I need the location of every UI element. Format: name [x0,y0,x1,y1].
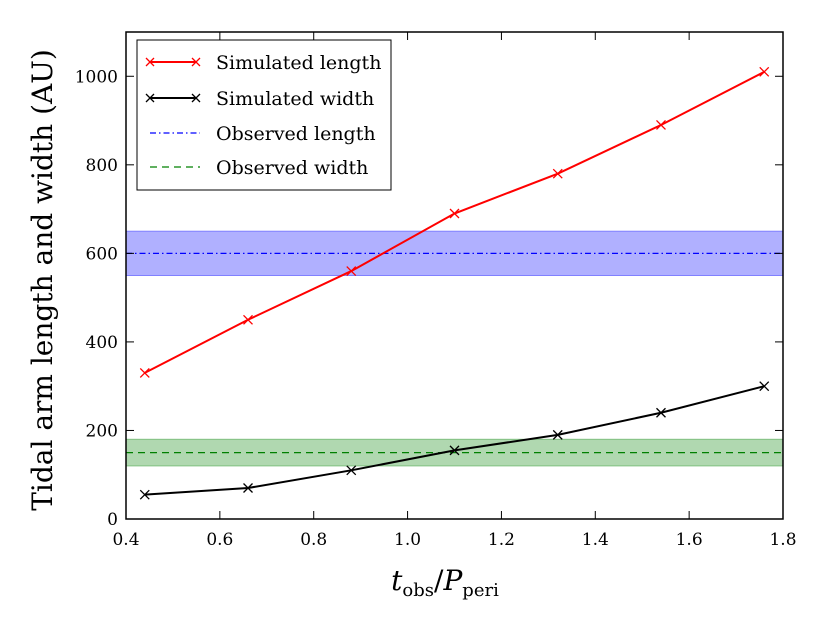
data-point [243,483,253,493]
x-tick-label: 0.8 [300,530,327,550]
x-axis-title-p: P [442,564,463,597]
x-tick-label: 1.8 [769,530,796,550]
data-point [656,120,666,130]
data-point [656,407,666,418]
x-axis-title-slash: / [434,564,444,597]
legend-label: Observed width [216,157,368,179]
y-tick-label: 400 [86,333,118,353]
data-point [139,367,150,378]
axis-ticks: 0.4 0.6 0.8 1.0 1.2 1.4 1.6 1.8 0 200 400 600 800 100… [75,32,797,550]
data-point [552,168,563,179]
legend-entry-observed-length: Observed length [150,123,376,145]
legend-label: Simulated width [216,88,374,110]
plot-frame [125,31,784,520]
x-axis-title-p-sub: peri [462,580,499,601]
confidence-bands [125,230,784,467]
data-point [243,314,253,325]
y-tick-label: 800 [86,156,118,176]
legend-box [136,39,392,191]
data-point [759,66,770,77]
x-axis-title-t: t [391,564,403,597]
legend-entry-simulated-width: Simulated width [145,88,374,110]
x-tick-label: 1.4 [582,530,609,550]
x-tick-label: 1.2 [488,530,515,550]
y-tick-label: 1000 [75,67,118,87]
legend-entry-simulated-length: Simulated length [145,52,381,74]
data-point [346,465,357,476]
legend: Simulated length Simulated width Observe… [136,39,392,191]
x-tick-label: 0.6 [206,530,233,550]
y-axis-title: Tidal arm length and width (AU) [26,49,59,511]
legend-entry-observed-width: Observed width [150,157,368,179]
legend-label: Observed length [216,123,376,145]
x-tick-label: 1.6 [676,530,703,550]
x-tick-label: 0.4 [112,530,139,550]
series-lines [139,66,770,500]
x-tick-label: 1.0 [394,530,421,550]
data-point [759,381,770,392]
y-tick-label: 600 [86,244,118,264]
data-point [139,489,150,500]
data-point [552,429,563,440]
data-point [449,208,460,219]
data-point [346,266,357,277]
x-axis-title-t-sub: obs [402,580,434,601]
observed-lines [126,252,783,454]
y-tick-label: 0 [107,510,118,530]
data-point [449,445,460,456]
legend-label: Simulated length [216,52,381,74]
x-axis-title: tobs/Pperi [391,564,499,601]
y-tick-label: 200 [86,421,118,441]
